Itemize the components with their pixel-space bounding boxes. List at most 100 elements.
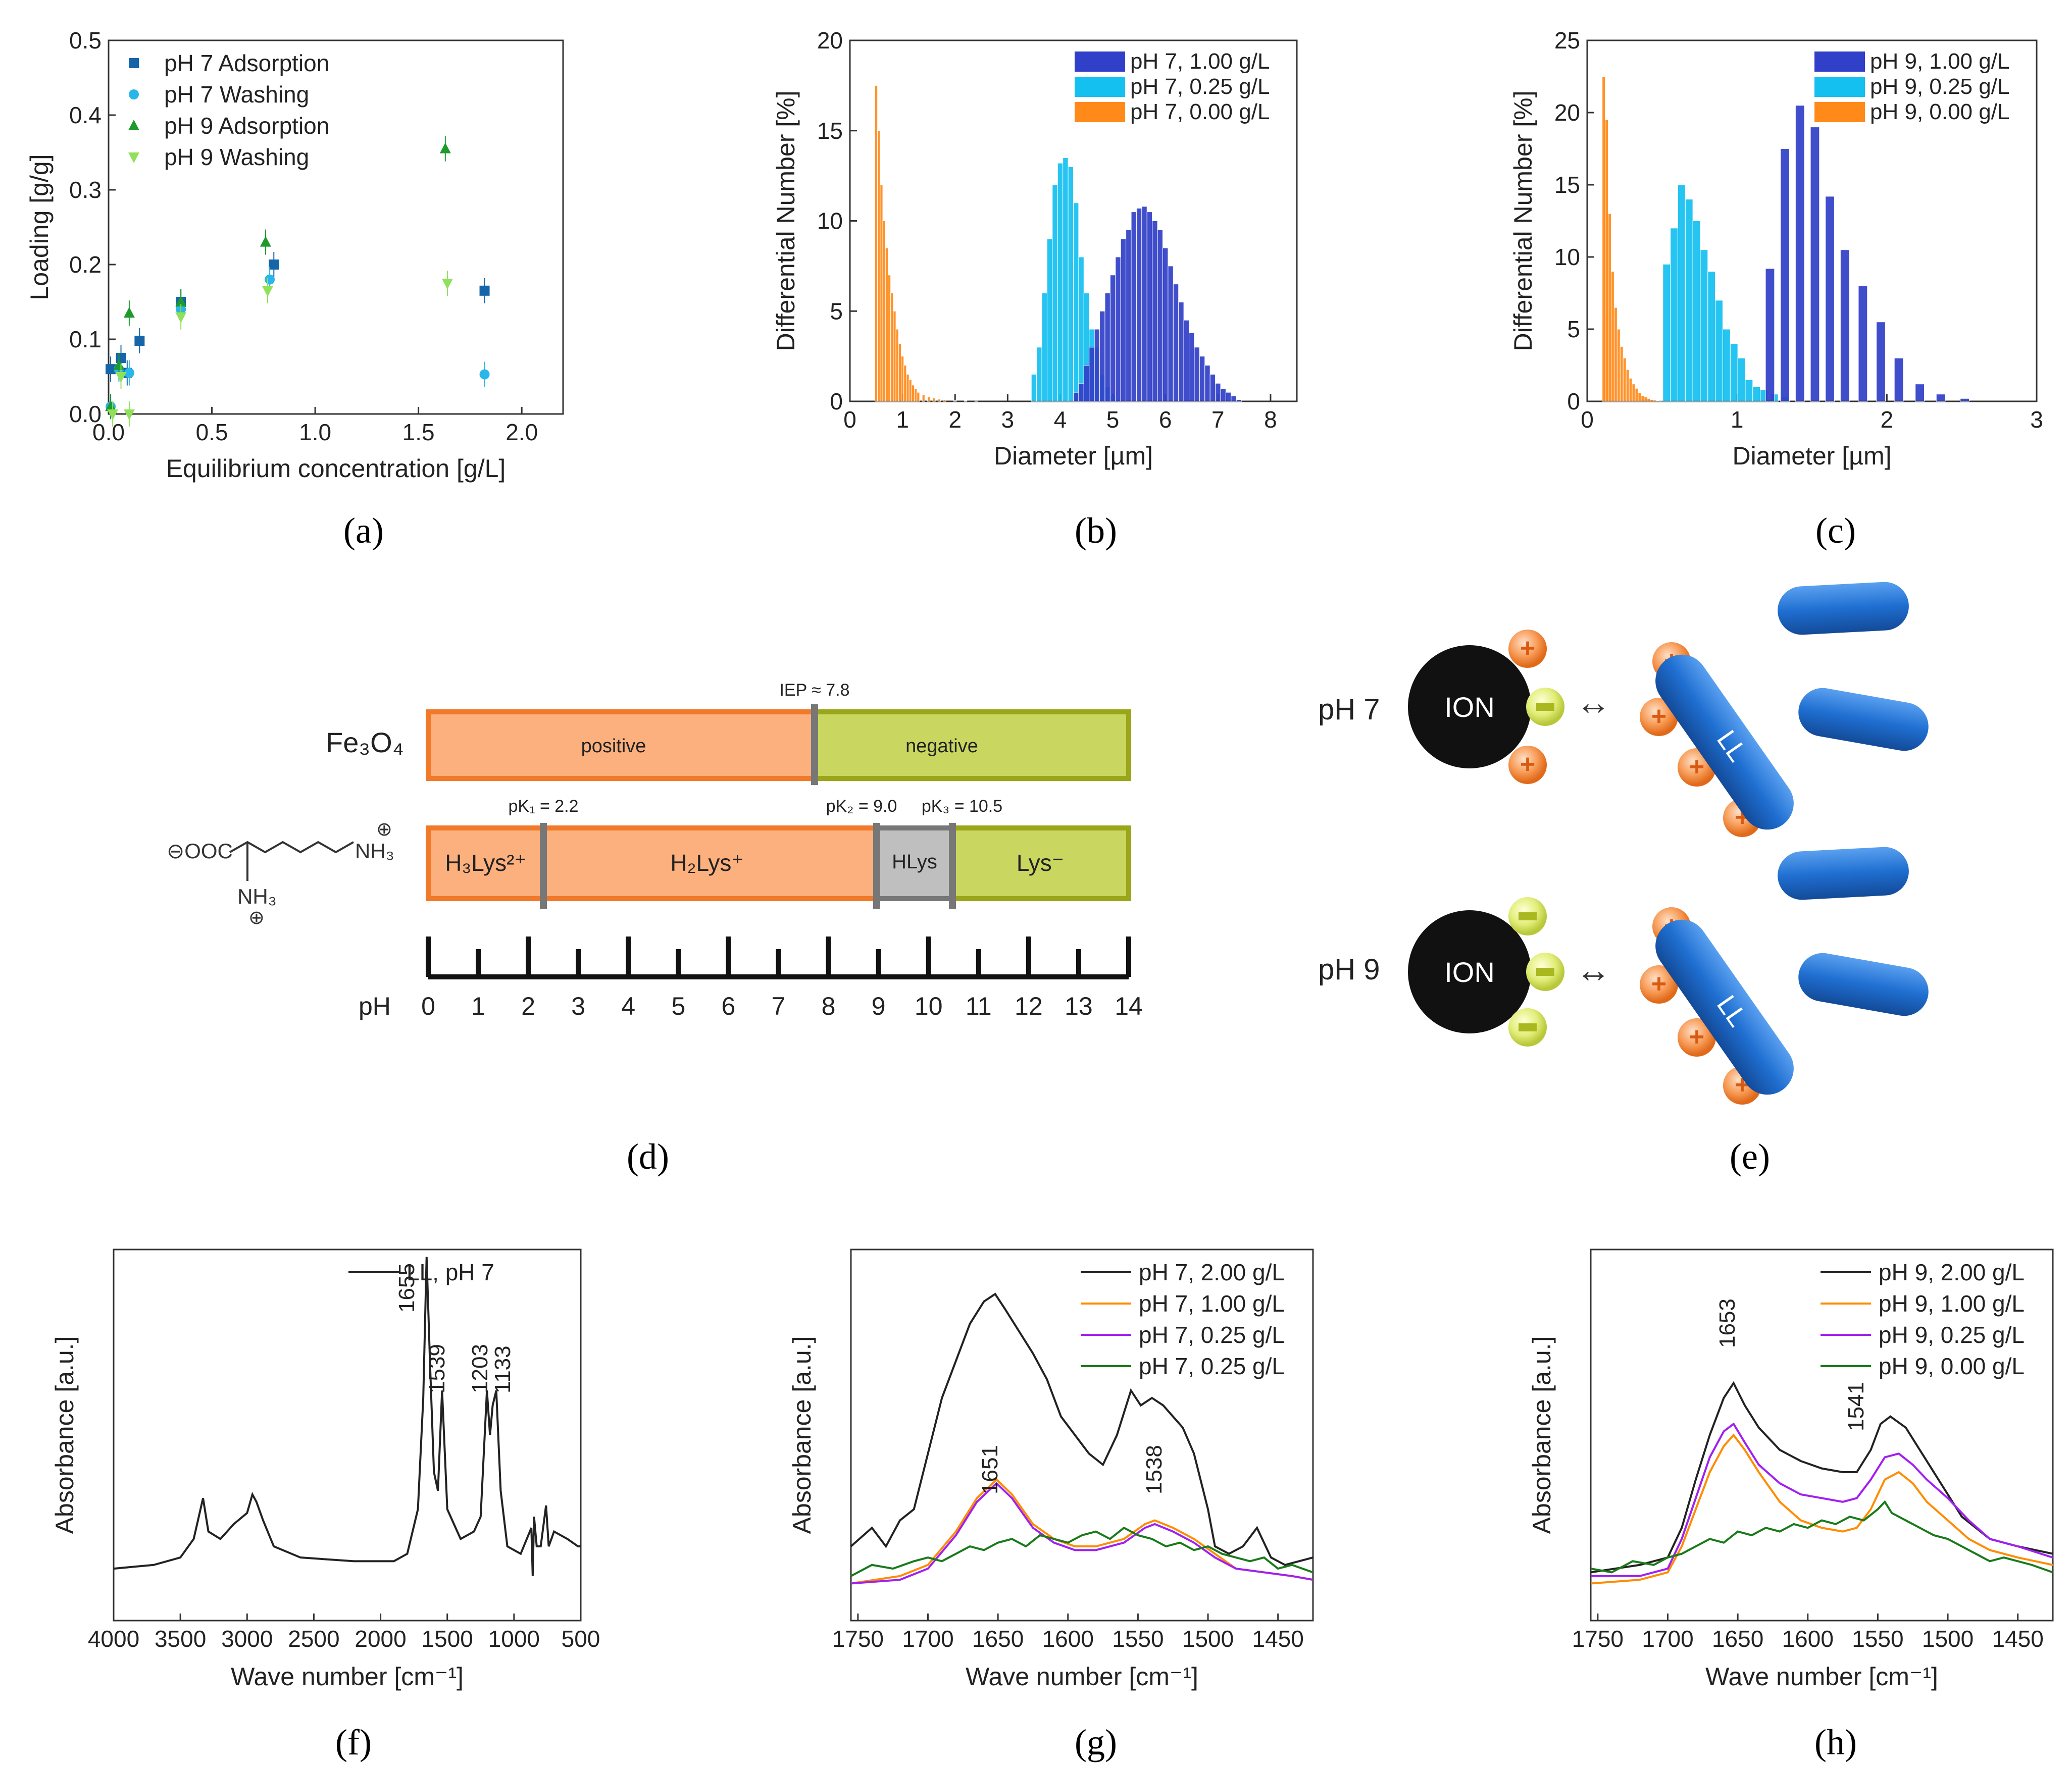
spectrum-line xyxy=(1590,1500,2053,1574)
y-tick-label: 25 xyxy=(1554,27,1580,54)
peak-annotation: 1655 xyxy=(394,1263,419,1313)
histogram-bar xyxy=(1626,369,1630,402)
x-tick-label: 3 xyxy=(1001,406,1015,433)
legend-label: pH 7, 0.00 g/L xyxy=(1130,99,1270,124)
data-point-square xyxy=(479,285,490,296)
ll-rod xyxy=(1798,953,1929,1016)
x-tick-label: 1700 xyxy=(902,1626,953,1652)
peak-annotation: 1133 xyxy=(490,1345,515,1393)
x-tick-label: 4000 xyxy=(88,1626,139,1652)
x-tick-label: 3 xyxy=(2030,406,2043,433)
positive-charge-orb xyxy=(1508,746,1547,784)
ph-axis-label: pH xyxy=(359,992,391,1020)
legend-marker xyxy=(129,58,139,68)
caption-a: (a) xyxy=(343,510,384,551)
ll-rod-tilted xyxy=(1655,919,1794,1095)
x-tick-label: 1550 xyxy=(1852,1626,1903,1652)
peak-annotation: 1653 xyxy=(1715,1298,1740,1348)
histogram-bar xyxy=(1894,357,1904,402)
y-axis-label: Absorbance [a.u.] xyxy=(1528,1336,1556,1534)
lys-region xyxy=(950,825,1131,901)
ph-tick-label: 9 xyxy=(872,992,886,1020)
histogram-bar xyxy=(1215,383,1221,402)
panel-c-chart: 0 1 2 3 0 5 10 15 20 25 Diameter [µm] Differential … xyxy=(1509,27,2043,470)
histogram-bar xyxy=(1052,184,1058,402)
spectrum-line xyxy=(1590,1381,2053,1574)
peak-annotation: 1651 xyxy=(978,1445,1002,1494)
ph-tick-label: 12 xyxy=(1015,992,1043,1020)
legend-marker xyxy=(128,120,139,130)
histogram-bar xyxy=(1104,293,1110,402)
ph-tick-label: 14 xyxy=(1115,992,1143,1020)
legend-label: pH 7, 0.25 g/L xyxy=(1130,74,1270,99)
legend-label: pH 7 Adsorption xyxy=(164,50,329,76)
histogram-bar xyxy=(1099,310,1105,402)
minus-sign xyxy=(1536,968,1554,976)
molecule-nh3: NH₃ xyxy=(355,839,394,863)
caption-b: (b) xyxy=(1075,510,1117,551)
x-axis-label: Diameter [µm] xyxy=(994,442,1153,470)
histogram-bar xyxy=(898,343,902,402)
plus-sign: + xyxy=(1520,634,1535,663)
caption-f: (f) xyxy=(335,1722,372,1762)
histogram-bar xyxy=(1662,264,1671,402)
histogram-bar xyxy=(1610,271,1614,402)
minus-sign xyxy=(1519,912,1537,920)
histogram-bar xyxy=(1915,384,1925,402)
peak-annotation: 1203 xyxy=(468,1344,492,1393)
histogram-bar xyxy=(1157,229,1163,402)
plus-sign: + xyxy=(1651,969,1666,999)
histogram-bar xyxy=(1078,383,1084,402)
legend-swatch xyxy=(1075,77,1125,97)
lys-label: Lys⁻ xyxy=(1017,850,1064,876)
ph-tick-label: 3 xyxy=(571,992,585,1020)
x-axis-label: Wave number [cm⁻¹] xyxy=(231,1662,464,1691)
ion-label-ph7: ION xyxy=(1444,691,1495,723)
histogram-bar xyxy=(1168,266,1174,402)
y-tick-label: 10 xyxy=(817,208,843,234)
histogram-bar xyxy=(1670,228,1678,402)
legend-marker xyxy=(128,152,139,163)
histogram-bar xyxy=(1131,212,1137,402)
x-tick-label: 1650 xyxy=(1712,1626,1763,1652)
histogram-bar xyxy=(1173,284,1179,402)
spectrum-line xyxy=(850,1292,1313,1566)
y-axis-label: Differential Number [%] xyxy=(1509,91,1537,351)
ph-tick-label: 1 xyxy=(471,992,485,1020)
y-tick-label: 5 xyxy=(1567,316,1580,342)
panel-g-chart: 1750 1700 1650 1600 1550 1500 1450 Wave number … xyxy=(788,1249,1314,1691)
y-axis-label: Absorbance [a.u.] xyxy=(788,1336,816,1534)
x-tick-label: 5 xyxy=(1106,406,1120,433)
data-point-triangle-up xyxy=(260,236,271,247)
x-tick-label: 0.0 xyxy=(92,419,125,445)
y-tick-label: 5 xyxy=(830,298,843,324)
histogram-bar xyxy=(1109,275,1116,402)
x-tick-label: 0 xyxy=(843,406,856,433)
hlys-label: HLys xyxy=(892,851,937,873)
histogram-bar xyxy=(887,275,891,402)
spectrum-line xyxy=(850,1478,1313,1585)
histogram-bar xyxy=(1220,388,1226,402)
data-point-triangle-down xyxy=(107,409,119,420)
x-tick-label: 2500 xyxy=(288,1626,339,1652)
legend-marker xyxy=(129,89,139,99)
histogram-bar xyxy=(1183,320,1190,402)
plus-sign: + xyxy=(1689,1022,1704,1052)
histogram-bar xyxy=(1632,384,1636,402)
histogram-bar xyxy=(927,396,931,402)
histogram-bar xyxy=(1608,213,1611,402)
histogram-bar xyxy=(1960,398,1969,402)
equilibrium-arrow-ph7: ↔ xyxy=(1576,683,1611,722)
y-tick-label: 10 xyxy=(1554,244,1580,270)
histogram-bar xyxy=(1635,388,1639,402)
ll-rod-tilted xyxy=(1655,654,1794,830)
data-point-square xyxy=(134,335,145,346)
x-tick-label: 1500 xyxy=(1182,1626,1234,1652)
histogram-bar xyxy=(1613,307,1618,402)
y-tick-label: 0.3 xyxy=(69,177,102,203)
x-tick-label: 2 xyxy=(1881,406,1894,433)
x-tick-label: 1650 xyxy=(972,1626,1024,1652)
histogram-bar xyxy=(893,310,896,402)
